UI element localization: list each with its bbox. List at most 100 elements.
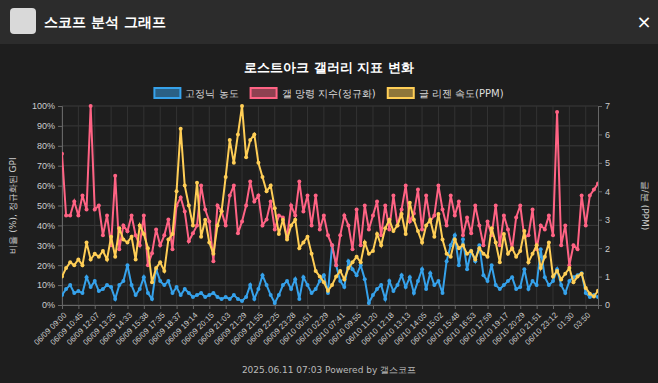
series-point (244, 204, 248, 208)
y-axis-line (58, 107, 63, 306)
series-point (588, 194, 592, 198)
series-point (416, 188, 420, 192)
series-point (432, 235, 436, 239)
series-point (101, 287, 105, 291)
legend-item: 글 리젠 속도(PPM) (388, 88, 504, 99)
y-tick-mark (58, 166, 62, 167)
grid-line-x (258, 106, 259, 305)
x-tick-mark (488, 305, 489, 309)
series-point (346, 223, 350, 227)
x-tick-label: 03:50 (572, 310, 593, 331)
series-point (269, 293, 273, 297)
series-point (310, 252, 314, 256)
grid-line-y (62, 145, 598, 146)
series-point (277, 293, 281, 297)
series-point (228, 138, 232, 142)
y-tick: 60% (37, 181, 62, 191)
series-point (170, 291, 174, 295)
close-button[interactable]: × (636, 11, 651, 32)
series-point (101, 233, 105, 237)
series-point (256, 194, 260, 198)
series-point (346, 266, 350, 270)
y2-tick-mark (598, 106, 602, 107)
series-line (62, 106, 598, 265)
series-point (310, 223, 314, 227)
series-point (154, 266, 158, 270)
x-tick-mark (569, 305, 570, 309)
series-point (559, 243, 563, 247)
x-tick-mark (291, 305, 292, 309)
series-point (113, 255, 117, 259)
series-point (400, 273, 404, 277)
series-point (375, 200, 379, 204)
series-point (314, 287, 318, 291)
series-point (166, 217, 170, 221)
grid-line-x (111, 106, 112, 305)
series-point (453, 213, 457, 217)
series-point (121, 223, 125, 227)
series-point (113, 174, 117, 178)
series-point (469, 231, 473, 235)
x-tick-mark (177, 305, 178, 309)
series-point (584, 291, 588, 295)
series-point (166, 238, 170, 242)
grid-line-x (127, 106, 128, 305)
series-point (346, 259, 350, 263)
series-point (150, 251, 154, 255)
y2-tick-label: 1 (605, 272, 610, 282)
series-point (326, 233, 330, 237)
series-point (252, 297, 256, 301)
series-point (89, 104, 93, 108)
x-tick-mark (209, 305, 210, 309)
series-line (62, 106, 598, 296)
series-point (580, 272, 584, 276)
series-point (543, 227, 547, 231)
y2-tick-mark (598, 277, 602, 278)
series-point (289, 223, 293, 227)
series-point (252, 132, 256, 136)
series-point (441, 207, 445, 211)
series-point (207, 219, 211, 223)
series-point (310, 291, 314, 295)
series-point (596, 295, 598, 299)
series-point (584, 223, 588, 227)
x-tick-mark (193, 305, 194, 309)
series-point (473, 204, 477, 208)
series-point (97, 289, 101, 293)
series-point (236, 231, 240, 235)
y-tick-mark (58, 126, 62, 127)
series-point (351, 260, 355, 264)
series-point (228, 194, 232, 198)
x-tick-mark (127, 305, 128, 309)
y-tick-label: 70% (37, 161, 55, 171)
series-point (400, 207, 404, 211)
y2-axis-line (599, 107, 603, 306)
series-point (506, 227, 510, 231)
series-point (481, 243, 485, 247)
x-tick-mark (406, 305, 407, 309)
series-point (170, 247, 174, 251)
series-point (576, 275, 580, 279)
series-point (158, 260, 162, 264)
series-point (293, 277, 297, 281)
header-icon (10, 8, 36, 34)
y-tick-mark (58, 106, 62, 107)
series-point (125, 240, 129, 244)
grid-line-y (62, 125, 598, 126)
series-point (387, 227, 391, 231)
series-point (187, 204, 191, 208)
series-point (457, 246, 461, 250)
series-point (248, 283, 252, 287)
x-tick: 06/10 23:12 (523, 305, 560, 347)
y2-tick: 6 (598, 130, 610, 140)
x-axis: 06/09 09:0006/09 10:4506/09 12:0706/09 1… (32, 305, 598, 347)
series-point (461, 243, 465, 247)
series-point (134, 233, 138, 237)
background (0, 0, 658, 383)
x-tick: 03:50 (572, 305, 593, 331)
y-tick-label: 80% (37, 141, 55, 151)
series-point (592, 188, 596, 192)
series-point (371, 293, 375, 297)
legend-swatch (154, 88, 180, 98)
series-point (211, 259, 215, 263)
